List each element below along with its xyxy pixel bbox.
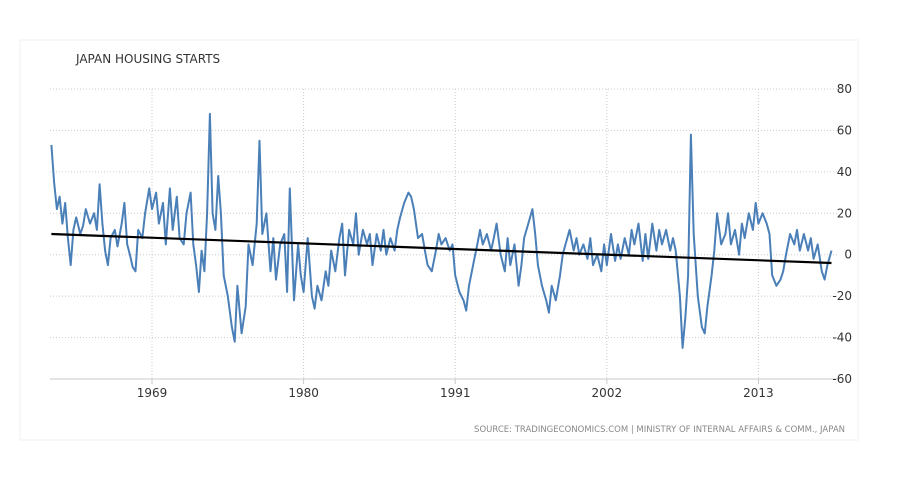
y-tick-label-0: 0 [844,248,852,262]
x-tick-label-2002: 2002 [592,386,623,400]
y-tick-label-minus-40: -40 [832,331,852,345]
x-tick-label-1991: 1991 [440,386,471,400]
y-tick-label-minus-60: -60 [832,372,852,386]
y-tick-label-20: 20 [837,206,852,220]
y-tick-label-40: 40 [837,165,852,179]
x-tick-marks [151,379,759,384]
x-tick-label-2013: 2013 [743,386,774,400]
trend-line [51,232,832,265]
y-tick-labels: 80 60 40 20 0 -20 -40 -60 [832,82,852,386]
y-tick-label-80: 80 [837,82,852,96]
y-tick-label-60: 60 [837,123,852,137]
y-gridlines [50,88,837,339]
x-tick-labels: 1969 1980 1991 2002 2013 [137,386,774,400]
x-tick-label-1980: 1980 [288,386,319,400]
x-tick-label-1969: 1969 [137,386,168,400]
series-line [50,112,833,349]
x-gridlines [151,89,759,379]
chart-title: JAPAN HOUSING STARTS [75,52,220,66]
y-tick-label-minus-20: -20 [832,289,852,303]
source-label: SOURCE: TRADINGECONOMICS.COM | MINISTRY … [474,425,845,435]
chart-panel [19,39,859,441]
